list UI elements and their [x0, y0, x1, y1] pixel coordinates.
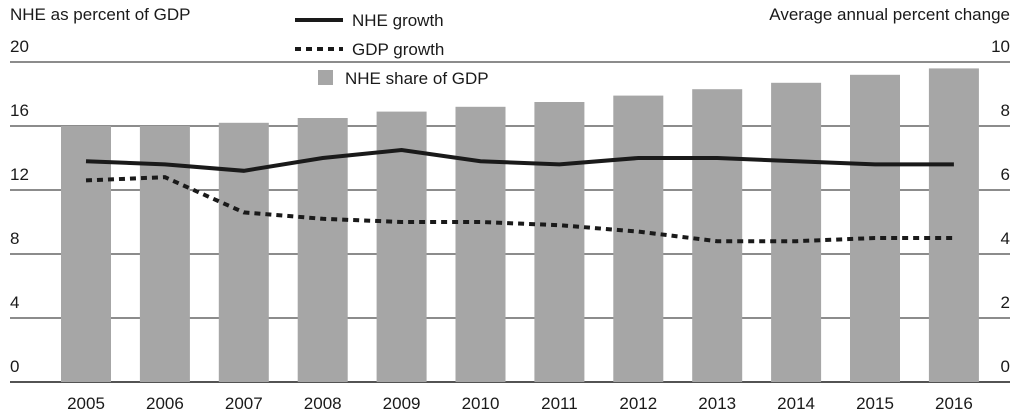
bar: [61, 126, 111, 382]
y2-tick-label: 6: [1001, 165, 1010, 184]
bar: [534, 102, 585, 382]
x-tick-label: 2013: [698, 394, 736, 413]
y2-tick-label: 4: [1001, 229, 1010, 248]
x-tick-label: 2014: [777, 394, 815, 413]
x-tick-label: 2011: [541, 394, 578, 413]
x-tick-label: 2009: [383, 394, 421, 413]
y-axis-label: NHE as percent of GDP: [10, 5, 190, 24]
bar: [850, 74, 900, 383]
y2-axis-label: Average annual percent change: [769, 5, 1010, 24]
y-tick-label: 20: [10, 37, 29, 56]
y-tick-label: 8: [10, 229, 19, 248]
y2-tick-label: 0: [1001, 357, 1010, 376]
y-tick-label: 16: [10, 101, 29, 120]
line-series: [85, 175, 954, 244]
y2-tick-label: 10: [991, 37, 1010, 56]
legend-label: GDP growth: [352, 40, 444, 59]
legend-label: NHE share of GDP: [345, 69, 489, 88]
legend-swatch: [318, 70, 333, 85]
bar: [139, 126, 190, 382]
legend-label: NHE growth: [352, 11, 444, 30]
x-tick-label: 2012: [619, 394, 657, 413]
x-tick-label: 2005: [67, 394, 105, 413]
bar: [928, 68, 979, 383]
y2-tick-label: 8: [1001, 101, 1010, 120]
bar: [455, 106, 506, 383]
y2-tick-label: 2: [1001, 293, 1010, 312]
bar: [613, 95, 664, 382]
x-tick-label: 2007: [225, 394, 263, 413]
bar: [218, 122, 269, 383]
bar: [376, 111, 427, 382]
x-tick-label: 2006: [146, 394, 184, 413]
x-tick-label: 2008: [304, 394, 342, 413]
bar: [692, 89, 743, 382]
line-series: [85, 147, 954, 173]
x-tick-label: 2010: [462, 394, 500, 413]
y-tick-label: 4: [10, 293, 19, 312]
bar: [771, 82, 822, 383]
x-tick-label: 2016: [935, 394, 973, 413]
y-tick-label: 0: [10, 357, 19, 376]
y-tick-label: 12: [10, 165, 29, 184]
x-tick-label: 2015: [856, 394, 894, 413]
